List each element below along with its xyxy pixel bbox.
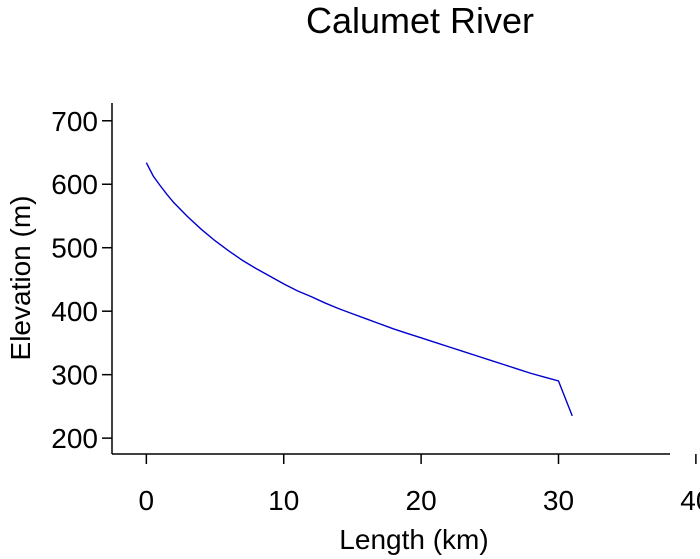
x-tick-label: 40 — [680, 485, 700, 516]
y-tick-label: 400 — [51, 296, 98, 327]
series-line — [145, 162, 573, 417]
x-tick-label: 20 — [406, 485, 437, 516]
y-axis-label: Elevation (m) — [5, 196, 36, 361]
y-tick-label: 600 — [51, 169, 98, 200]
y-tick-label: 500 — [51, 233, 98, 264]
chart-title: Calumet River — [306, 0, 534, 41]
x-axis-label: Length (km) — [339, 524, 488, 555]
x-tick-label: 30 — [543, 485, 574, 516]
y-tick-label: 300 — [51, 360, 98, 391]
y-tick-label: 700 — [51, 106, 98, 137]
x-tick-label: 10 — [268, 485, 299, 516]
x-tick-label: 0 — [139, 485, 155, 516]
y-axis-ticks: 200 300 400 500 600 700 — [51, 106, 112, 454]
series-group — [145, 162, 573, 417]
x-axis-ticks: 0 10 20 30 40 — [139, 454, 700, 516]
y-tick-label: 200 — [51, 423, 98, 454]
